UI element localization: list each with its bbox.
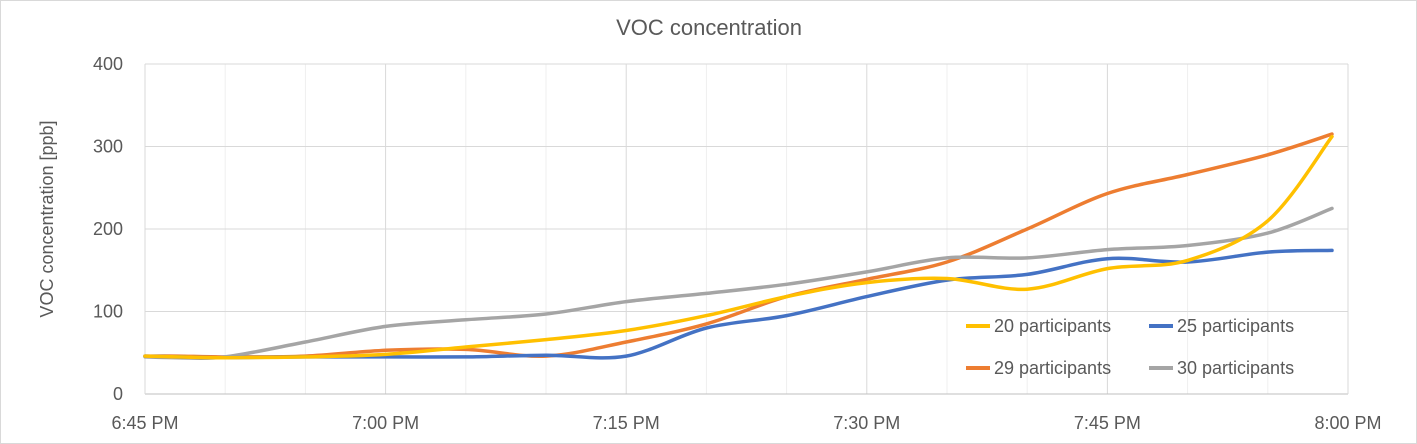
legend-label-20-participants: 20 participants — [994, 316, 1111, 336]
y-tick-label: 200 — [93, 219, 123, 239]
legend-label-30-participants: 30 participants — [1177, 358, 1294, 378]
y-tick-label: 100 — [93, 302, 123, 322]
series-line-30-participants — [143, 206, 1334, 361]
legend: 20 participants 25 participants 29 partici… — [966, 316, 1294, 378]
legend-label-29-participants: 29 participants — [994, 358, 1111, 378]
x-tick-label: 7:45 PM — [1074, 413, 1141, 433]
x-tick-label: 7:15 PM — [593, 413, 660, 433]
x-axis-ticks: 6:45 PM 7:00 PM 7:15 PM 7:30 PM 7:45 PM 8:00 … — [111, 413, 1381, 433]
y-tick-label: 300 — [93, 137, 123, 157]
y-tick-label: 0 — [113, 384, 123, 404]
x-tick-label: 6:45 PM — [111, 413, 178, 433]
x-tick-label: 8:00 PM — [1314, 413, 1381, 433]
x-tick-label: 7:00 PM — [352, 413, 419, 433]
gridlines — [144, 63, 1349, 395]
y-axis-label: VOC concentration [ppb] — [37, 120, 57, 317]
y-axis-ticks: 0 100 200 300 400 — [93, 54, 123, 404]
series-line-20-participants — [143, 134, 1334, 360]
legend-label-25-participants: 25 participants — [1177, 316, 1294, 336]
y-tick-label: 400 — [93, 54, 123, 74]
series-lines — [143, 132, 1334, 361]
chart-title: VOC concentration — [616, 15, 802, 40]
x-tick-label: 7:30 PM — [833, 413, 900, 433]
